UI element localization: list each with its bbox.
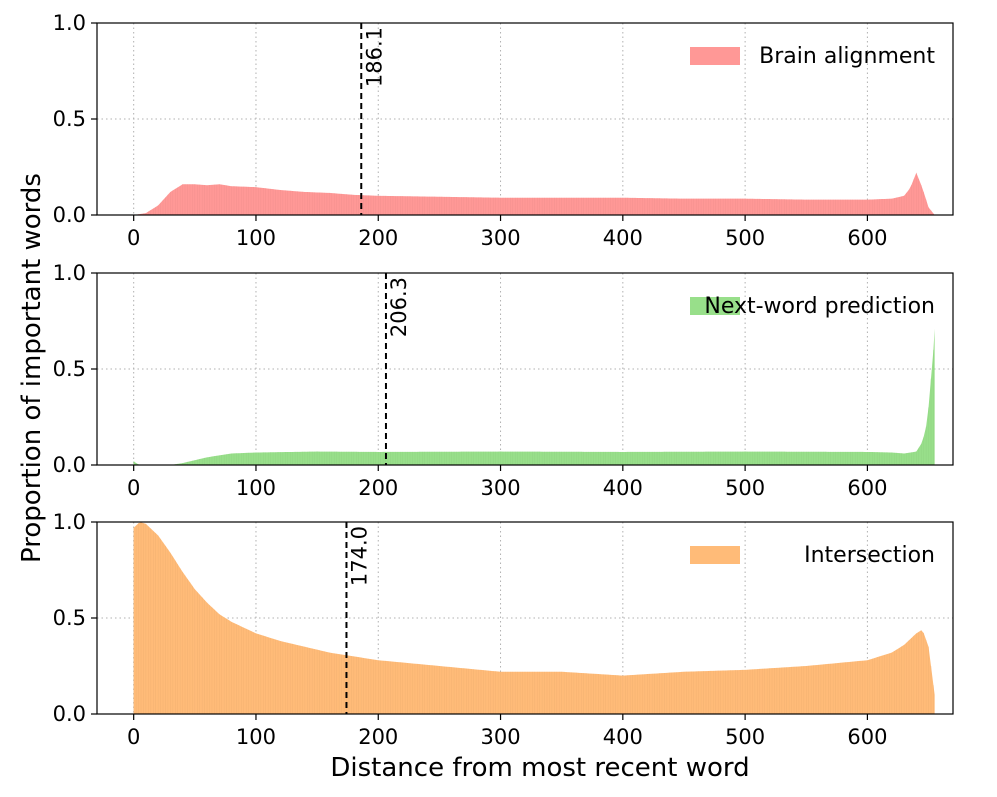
y-tick-label: 1.0 (53, 510, 86, 534)
x-tick-label: 300 (480, 226, 520, 250)
legend-swatch (690, 297, 740, 315)
x-tick-label: 600 (847, 476, 887, 500)
x-tick-label: 300 (480, 476, 520, 500)
legend-label: Next-word prediction (704, 294, 935, 319)
x-tick-label: 400 (603, 725, 643, 749)
median-label: 206.3 (387, 277, 411, 337)
x-tick-label: 0 (127, 226, 140, 250)
y-tick-label: 0.0 (53, 453, 86, 477)
x-tick-label: 100 (236, 476, 276, 500)
panel-2: 0 100 200 300 400 500 600 0.0 0.5 1.0 206.3 Next-wo… (53, 261, 954, 500)
legend-swatch (690, 47, 740, 65)
x-tick-label: 300 (480, 725, 520, 749)
y-tick-label: 0.5 (53, 107, 86, 131)
y-axis-label: Proportion of important words (17, 173, 47, 563)
x-tick-label: 600 (847, 226, 887, 250)
y-tick-label: 1.0 (53, 11, 86, 35)
y-tick-label: 0.0 (53, 203, 86, 227)
median-label: 186.1 (362, 27, 386, 87)
y-tick-label: 1.0 (53, 261, 86, 285)
x-tick-label: 500 (725, 226, 765, 250)
panel-3: 0 100 200 300 400 500 600 0.0 0.5 1.0 174.0 Interse… (53, 510, 954, 749)
x-tick-label: 600 (847, 725, 887, 749)
y-tick-label: 0.5 (53, 357, 86, 381)
legend-label: Brain alignment (759, 44, 935, 69)
x-tick-label: 200 (358, 725, 398, 749)
x-tick-label: 100 (236, 725, 276, 749)
x-axis-label: Distance from most recent word (330, 753, 749, 783)
y-tick-label: 0.0 (53, 702, 86, 726)
area-intersection (133, 522, 935, 714)
x-tick-label: 500 (725, 476, 765, 500)
x-tick-label: 200 (358, 226, 398, 250)
x-tick-label: 0 (127, 476, 140, 500)
legend-swatch (690, 546, 740, 564)
x-tick-label: 200 (358, 476, 398, 500)
x-tick-label: 500 (725, 725, 765, 749)
area-next-word-prediction (133, 328, 935, 465)
area-brain-alignment (133, 172, 935, 215)
x-tick-label: 400 (603, 476, 643, 500)
panel-1: 0 100 200 300 400 500 600 0.0 0.5 1.0 186.1 Brain a… (53, 11, 954, 250)
x-tick-label: 0 (127, 725, 140, 749)
median-label: 174.0 (347, 526, 371, 586)
y-tick-label: 0.5 (53, 606, 86, 630)
x-tick-label: 400 (603, 226, 643, 250)
legend-label: Intersection (804, 543, 935, 568)
x-tick-label: 100 (236, 226, 276, 250)
bar-texture (133, 349, 934, 465)
bar-texture (133, 522, 934, 714)
